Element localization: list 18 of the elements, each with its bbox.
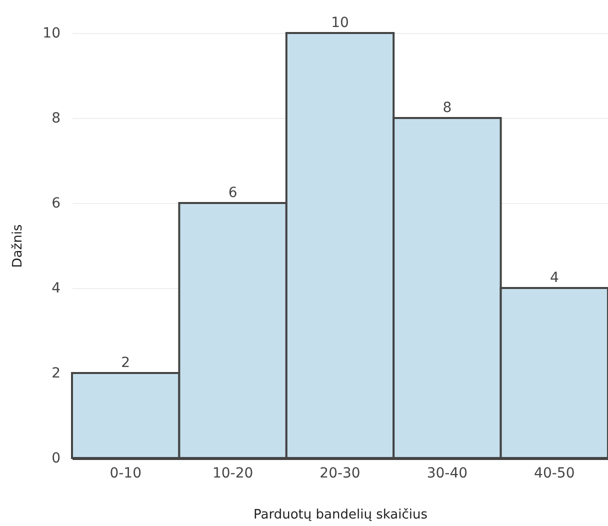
x-tick-label: 20-30 bbox=[320, 466, 360, 482]
data-label: 2 bbox=[121, 355, 130, 371]
x-tick-label: 0-10 bbox=[110, 466, 142, 482]
data-label: 10 bbox=[331, 15, 349, 31]
y-tick-label: 6 bbox=[52, 196, 61, 212]
data-label: 4 bbox=[550, 270, 559, 286]
y-tick-label: 2 bbox=[52, 366, 60, 382]
y-axis-title: Dažnis bbox=[10, 224, 26, 268]
x-tick-label: 40-50 bbox=[534, 466, 575, 482]
y-tick-label: 10 bbox=[42, 26, 60, 42]
x-tick-label: 30-40 bbox=[426, 466, 468, 482]
x-tick-label: 10-20 bbox=[212, 466, 254, 482]
data-label: 6 bbox=[228, 185, 238, 201]
data-label: 8 bbox=[442, 100, 452, 116]
y-tick-label: 8 bbox=[52, 110, 60, 126]
y-tick-label: 0 bbox=[52, 450, 60, 466]
x-axis-title: Parduotų bandelių skaičius bbox=[254, 508, 428, 522]
y-tick-label: 4 bbox=[52, 280, 61, 296]
